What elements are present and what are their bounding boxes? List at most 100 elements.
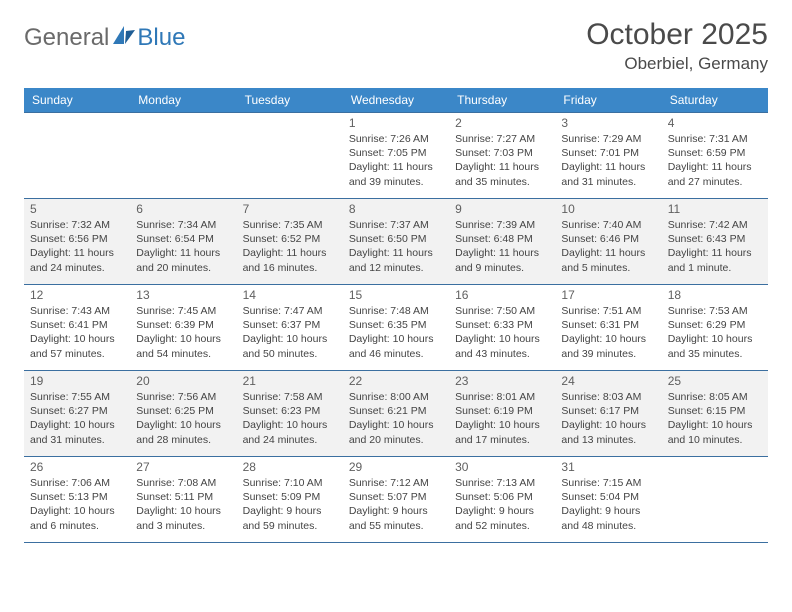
- calendar-row: 12 Sunrise: 7:43 AMSunset: 6:41 PMDayligh…: [24, 285, 768, 371]
- day-detail: Sunrise: 7:35 AMSunset: 6:52 PMDaylight:…: [243, 218, 337, 275]
- calendar-cell: 16 Sunrise: 7:50 AMSunset: 6:33 PMDayligh…: [449, 285, 555, 371]
- day-detail: Sunrise: 8:03 AMSunset: 6:17 PMDaylight:…: [561, 390, 655, 447]
- calendar-cell: [24, 113, 130, 199]
- calendar-cell: 22 Sunrise: 8:00 AMSunset: 6:21 PMDayligh…: [343, 371, 449, 457]
- calendar-cell: 19 Sunrise: 7:55 AMSunset: 6:27 PMDayligh…: [24, 371, 130, 457]
- day-detail: Sunrise: 7:12 AMSunset: 5:07 PMDaylight:…: [349, 476, 443, 533]
- day-number: 8: [349, 202, 443, 216]
- calendar-cell: [237, 113, 343, 199]
- day-detail: Sunrise: 7:53 AMSunset: 6:29 PMDaylight:…: [668, 304, 762, 361]
- calendar-cell: 9Sunrise: 7:39 AMSunset: 6:48 PMDaylight…: [449, 199, 555, 285]
- day-number: 10: [561, 202, 655, 216]
- day-detail: Sunrise: 7:58 AMSunset: 6:23 PMDaylight:…: [243, 390, 337, 447]
- calendar-cell: 28 Sunrise: 7:10 AMSunset: 5:09 PMDayligh…: [237, 457, 343, 543]
- calendar-row: 5 Sunrise: 7:32 AMSunset: 6:56 PMDaylight…: [24, 199, 768, 285]
- day-number: 20: [136, 374, 230, 388]
- day-detail: Sunrise: 7:42 AMSunset: 6:43 PMDaylight:…: [668, 218, 762, 275]
- day-number: 16: [455, 288, 549, 302]
- day-number: 24: [561, 374, 655, 388]
- weekday-header: Tuesday: [237, 88, 343, 113]
- day-detail: Sunrise: 8:00 AMSunset: 6:21 PMDaylight:…: [349, 390, 443, 447]
- calendar-cell: 3Sunrise: 7:29 AMSunset: 7:01 PMDaylight…: [555, 113, 661, 199]
- calendar-cell: 20 Sunrise: 7:56 AMSunset: 6:25 PMDayligh…: [130, 371, 236, 457]
- calendar-cell: 11 Sunrise: 7:42 AMSunset: 6:43 PMDayligh…: [662, 199, 768, 285]
- calendar-cell: 25 Sunrise: 8:05 AMSunset: 6:15 PMDayligh…: [662, 371, 768, 457]
- location: Oberbiel, Germany: [586, 54, 768, 74]
- day-detail: Sunrise: 7:29 AMSunset: 7:01 PMDaylight:…: [561, 132, 655, 189]
- day-detail: Sunrise: 7:55 AMSunset: 6:27 PMDaylight:…: [30, 390, 124, 447]
- calendar-table: SundayMondayTuesdayWednesdayThursdayFrid…: [24, 88, 768, 543]
- weekday-header: Friday: [555, 88, 661, 113]
- sail-icon: [113, 26, 135, 51]
- calendar-cell: 5 Sunrise: 7:32 AMSunset: 6:56 PMDaylight…: [24, 199, 130, 285]
- day-number: 27: [136, 460, 230, 474]
- day-detail: Sunrise: 7:27 AMSunset: 7:03 PMDaylight:…: [455, 132, 549, 189]
- logo: General Blue: [24, 24, 185, 52]
- day-number: 26: [30, 460, 124, 474]
- day-detail: Sunrise: 8:05 AMSunset: 6:15 PMDaylight:…: [668, 390, 762, 447]
- day-number: 21: [243, 374, 337, 388]
- calendar-cell: [130, 113, 236, 199]
- calendar-row: 1Sunrise: 7:26 AMSunset: 7:05 PMDaylight…: [24, 113, 768, 199]
- day-number: 31: [561, 460, 655, 474]
- calendar-cell: 4Sunrise: 7:31 AMSunset: 6:59 PMDaylight…: [662, 113, 768, 199]
- calendar-row: 26 Sunrise: 7:06 AMSunset: 5:13 PMDayligh…: [24, 457, 768, 543]
- day-number: 18: [668, 288, 762, 302]
- calendar-cell: 1Sunrise: 7:26 AMSunset: 7:05 PMDaylight…: [343, 113, 449, 199]
- day-detail: Sunrise: 7:51 AMSunset: 6:31 PMDaylight:…: [561, 304, 655, 361]
- weekday-header: Saturday: [662, 88, 768, 113]
- day-detail: Sunrise: 7:08 AMSunset: 5:11 PMDaylight:…: [136, 476, 230, 533]
- calendar-cell: 30Sunrise: 7:13 AMSunset: 5:06 PMDayligh…: [449, 457, 555, 543]
- day-number: 4: [668, 116, 762, 130]
- day-detail: Sunrise: 7:50 AMSunset: 6:33 PMDaylight:…: [455, 304, 549, 361]
- day-number: 19: [30, 374, 124, 388]
- calendar-row: 19 Sunrise: 7:55 AMSunset: 6:27 PMDayligh…: [24, 371, 768, 457]
- day-detail: Sunrise: 7:15 AMSunset: 5:04 PMDaylight:…: [561, 476, 655, 533]
- calendar-cell: 7 Sunrise: 7:35 AMSunset: 6:52 PMDaylight…: [237, 199, 343, 285]
- day-detail: Sunrise: 7:40 AMSunset: 6:46 PMDaylight:…: [561, 218, 655, 275]
- day-number: 15: [349, 288, 443, 302]
- weekday-header: Monday: [130, 88, 236, 113]
- calendar-cell: 2 Sunrise: 7:27 AMSunset: 7:03 PMDaylight…: [449, 113, 555, 199]
- calendar-cell: 8 Sunrise: 7:37 AMSunset: 6:50 PMDaylight…: [343, 199, 449, 285]
- day-detail: Sunrise: 7:37 AMSunset: 6:50 PMDaylight:…: [349, 218, 443, 275]
- day-detail: Sunrise: 7:10 AMSunset: 5:09 PMDaylight:…: [243, 476, 337, 533]
- day-detail: Sunrise: 7:48 AMSunset: 6:35 PMDaylight:…: [349, 304, 443, 361]
- calendar-cell: 12 Sunrise: 7:43 AMSunset: 6:41 PMDayligh…: [24, 285, 130, 371]
- day-number: 29: [349, 460, 443, 474]
- calendar-cell: 26 Sunrise: 7:06 AMSunset: 5:13 PMDayligh…: [24, 457, 130, 543]
- day-detail: Sunrise: 7:34 AMSunset: 6:54 PMDaylight:…: [136, 218, 230, 275]
- day-number: 22: [349, 374, 443, 388]
- day-detail: Sunrise: 7:06 AMSunset: 5:13 PMDaylight:…: [30, 476, 124, 533]
- day-detail: Sunrise: 7:43 AMSunset: 6:41 PMDaylight:…: [30, 304, 124, 361]
- weekday-header: Sunday: [24, 88, 130, 113]
- weekday-header: Thursday: [449, 88, 555, 113]
- calendar-cell: 21 Sunrise: 7:58 AMSunset: 6:23 PMDayligh…: [237, 371, 343, 457]
- day-detail: Sunrise: 7:13 AMSunset: 5:06 PMDaylight:…: [455, 476, 549, 533]
- calendar-cell: 6 Sunrise: 7:34 AMSunset: 6:54 PMDaylight…: [130, 199, 236, 285]
- day-number: 11: [668, 202, 762, 216]
- day-number: 23: [455, 374, 549, 388]
- calendar-cell: 23Sunrise: 8:01 AMSunset: 6:19 PMDayligh…: [449, 371, 555, 457]
- day-number: 25: [668, 374, 762, 388]
- header: General Blue October 2025 Oberbiel, Germ…: [24, 18, 768, 74]
- calendar-cell: 14 Sunrise: 7:47 AMSunset: 6:37 PMDayligh…: [237, 285, 343, 371]
- calendar-body: 1Sunrise: 7:26 AMSunset: 7:05 PMDaylight…: [24, 113, 768, 543]
- day-number: 12: [30, 288, 124, 302]
- day-number: 13: [136, 288, 230, 302]
- calendar-cell: 10 Sunrise: 7:40 AMSunset: 6:46 PMDayligh…: [555, 199, 661, 285]
- day-number: 6: [136, 202, 230, 216]
- calendar-cell: 31 Sunrise: 7:15 AMSunset: 5:04 PMDayligh…: [555, 457, 661, 543]
- day-detail: Sunrise: 7:32 AMSunset: 6:56 PMDaylight:…: [30, 218, 124, 275]
- day-number: 28: [243, 460, 337, 474]
- day-number: 14: [243, 288, 337, 302]
- day-detail: Sunrise: 7:56 AMSunset: 6:25 PMDaylight:…: [136, 390, 230, 447]
- day-number: 5: [30, 202, 124, 216]
- calendar-cell: 18 Sunrise: 7:53 AMSunset: 6:29 PMDayligh…: [662, 285, 768, 371]
- day-detail: Sunrise: 7:47 AMSunset: 6:37 PMDaylight:…: [243, 304, 337, 361]
- day-number: 1: [349, 116, 443, 130]
- calendar-cell: 13Sunrise: 7:45 AMSunset: 6:39 PMDayligh…: [130, 285, 236, 371]
- calendar-cell: 29 Sunrise: 7:12 AMSunset: 5:07 PMDayligh…: [343, 457, 449, 543]
- day-number: 7: [243, 202, 337, 216]
- day-number: 2: [455, 116, 549, 130]
